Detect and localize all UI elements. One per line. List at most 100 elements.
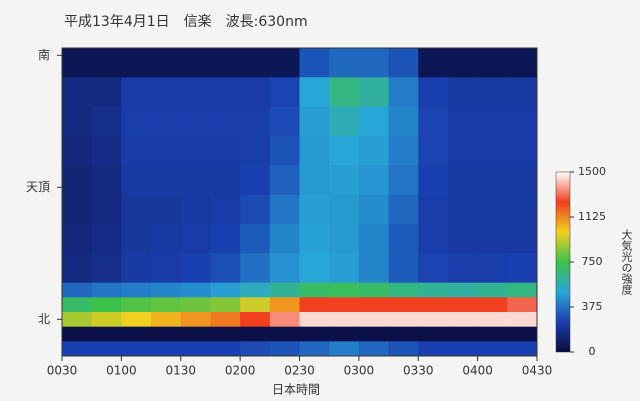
heatmap-cell <box>210 341 241 357</box>
heatmap-cell <box>269 194 300 225</box>
heatmap-cell <box>447 136 479 166</box>
colorbar-tick-label: 1500 <box>578 165 606 178</box>
heatmap-cell <box>210 312 241 328</box>
heatmap-cell <box>180 326 211 342</box>
heatmap-cell <box>180 48 211 78</box>
heatmap-cell <box>62 297 93 313</box>
colorbar-tick-label: 750 <box>582 255 603 268</box>
heatmap-cell <box>477 341 508 357</box>
heatmap-cell <box>358 312 390 328</box>
heatmap-cell <box>240 312 271 328</box>
heatmap-cell <box>62 48 93 78</box>
heatmap-cell <box>388 253 419 284</box>
heatmap-cell <box>299 282 330 298</box>
heatmap-cell <box>151 194 182 225</box>
heatmap-cell <box>91 194 122 225</box>
heatmap-cell <box>210 48 241 78</box>
heatmap-cell <box>477 165 508 196</box>
heatmap-cell <box>180 297 211 313</box>
x-tick-label: 0200 <box>225 364 256 378</box>
heatmap-cell <box>477 106 508 137</box>
heatmap-cell <box>329 77 360 108</box>
heatmap-cell <box>180 341 211 357</box>
heatmap-cell <box>121 165 152 196</box>
heatmap-cell <box>62 253 93 284</box>
heatmap-cell <box>388 106 419 137</box>
heatmap-cell <box>180 253 211 284</box>
heatmap-cell <box>299 224 330 254</box>
heatmap-cell <box>62 224 93 254</box>
heatmap-cell <box>210 106 241 137</box>
heatmap-cell <box>358 165 390 196</box>
heatmap-cell <box>240 48 271 78</box>
heatmap-cell <box>240 297 271 313</box>
heatmap-cell <box>447 165 479 196</box>
heatmap-cell <box>151 106 182 137</box>
heatmap-cell <box>62 136 93 166</box>
heatmap-cell <box>91 106 122 137</box>
heatmap-cell <box>388 341 419 357</box>
heatmap-cell <box>477 297 508 313</box>
heatmap-cell <box>507 282 538 298</box>
heatmap-cell <box>121 224 152 254</box>
x-tick-label: 0100 <box>106 364 137 378</box>
heatmap-cell <box>299 136 330 166</box>
heatmap-cell <box>151 282 182 298</box>
heatmap-cell <box>151 326 182 342</box>
colorbar-label: 大気光の強度 <box>620 228 633 296</box>
heatmap-cell <box>358 48 390 78</box>
heatmap-cell <box>151 77 182 108</box>
heatmap-cell <box>447 224 479 254</box>
heatmap-cell <box>240 136 271 166</box>
heatmap-cell <box>62 165 93 196</box>
heatmap-cell <box>269 312 300 328</box>
heatmap-cell <box>91 136 122 166</box>
heatmap-cell <box>91 165 122 196</box>
heatmap-cell <box>299 253 330 284</box>
heatmap-cell <box>329 194 360 225</box>
heatmap-cell <box>151 341 182 357</box>
heatmap-cell <box>447 341 479 357</box>
heatmap-cell <box>91 224 122 254</box>
heatmap-cell <box>477 312 508 328</box>
heatmap-cell <box>62 282 93 298</box>
heatmap-cell <box>62 106 93 137</box>
heatmap-cell <box>329 326 360 342</box>
heatmap-cell <box>151 165 182 196</box>
heatmap-cell <box>240 194 271 225</box>
heatmap-cell <box>447 106 479 137</box>
heatmap-cell <box>299 48 330 78</box>
heatmap-cell <box>240 165 271 196</box>
heatmap-cell <box>329 224 360 254</box>
heatmap-cell <box>388 77 419 108</box>
heatmap-cell <box>62 194 93 225</box>
heatmap-cell <box>180 136 211 166</box>
heatmap-cell <box>477 48 508 78</box>
heatmap-cell <box>358 106 390 137</box>
heatmap-cell <box>507 341 538 357</box>
heatmap-cell <box>388 297 419 313</box>
heatmap-cell <box>447 312 479 328</box>
x-tick-label: 0230 <box>284 364 315 378</box>
heatmap-cell <box>299 194 330 225</box>
heatmap-cell <box>418 136 449 166</box>
heatmap-cell <box>329 136 360 166</box>
heatmap-cell <box>91 282 122 298</box>
heatmap-cell <box>62 341 93 357</box>
heatmap-cell <box>299 165 330 196</box>
heatmap-cell <box>507 77 538 108</box>
heatmap-cell <box>180 194 211 225</box>
heatmap-cell <box>507 48 538 78</box>
y-tick-label: 天頂 <box>26 180 50 194</box>
heatmap-cell <box>269 341 300 357</box>
heatmap-cell <box>329 253 360 284</box>
heatmap-cell <box>358 341 390 357</box>
heatmap-cell <box>507 253 538 284</box>
heatmap-cell <box>91 48 122 78</box>
heatmap-cell <box>507 297 538 313</box>
heatmap-cell <box>180 106 211 137</box>
heatmap-cell <box>418 194 449 225</box>
heatmap-cell <box>210 282 241 298</box>
heatmap-cell <box>62 312 93 328</box>
heatmap-cell <box>418 297 449 313</box>
